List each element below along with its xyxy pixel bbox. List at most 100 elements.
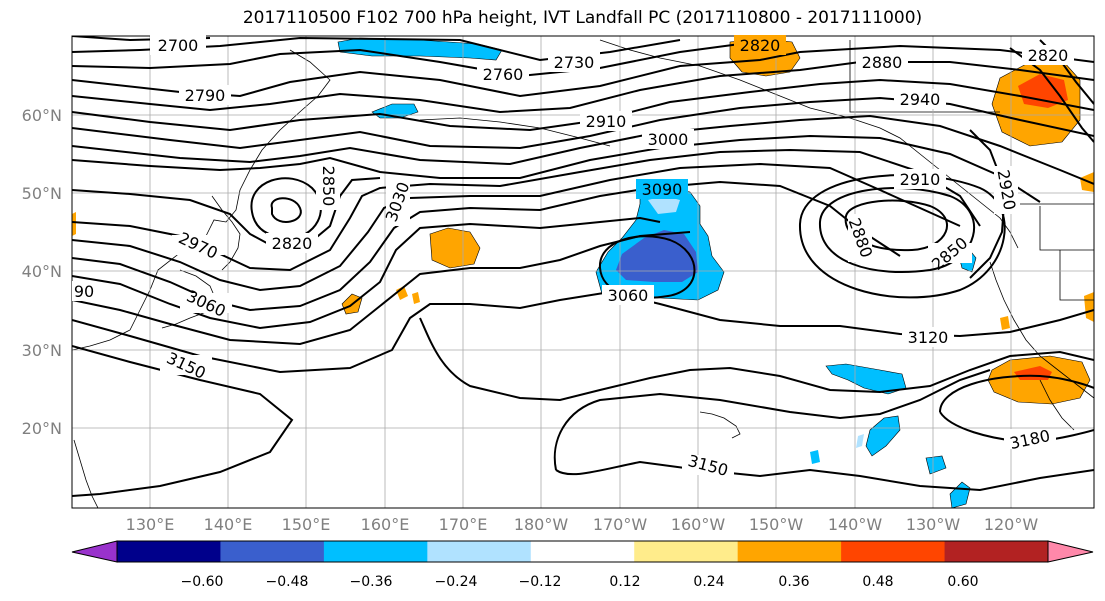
- contour-label-2910-e: 2910: [894, 169, 946, 189]
- contour-2910: [72, 114, 1094, 185]
- contour-label-3030: 3030: [382, 178, 413, 226]
- shade-orange-sw-coast: [1000, 316, 1010, 330]
- lon-label-120w: 120°W: [984, 515, 1039, 534]
- coast-asia-kamchatka: [72, 49, 331, 351]
- lon-label-140e: 140°E: [204, 515, 253, 534]
- lat-label-60n: 60°N: [22, 106, 62, 125]
- shade-lightblue-central: [648, 196, 680, 214]
- cb-tick-label: 0.36: [778, 574, 809, 590]
- cb-tick-label: −0.24: [435, 574, 478, 590]
- latitude-labels: 60°N 50°N 40°N 30°N 20°N: [22, 106, 62, 438]
- coast-baja: [1039, 379, 1075, 431]
- cb-tick-label: 0.48: [862, 574, 893, 590]
- svg-text:3090: 3090: [642, 180, 683, 199]
- svg-text:2910: 2910: [586, 112, 627, 131]
- lon-label-130e: 130°E: [126, 515, 175, 534]
- svg-text:3000: 3000: [648, 130, 689, 149]
- colorbar-segment: [220, 541, 325, 562]
- lon-label-170w: 170°W: [593, 515, 648, 534]
- contour-label-2910-n: 2910: [580, 111, 632, 131]
- svg-text:2880: 2880: [862, 53, 903, 72]
- cb-tick-label: −0.12: [519, 574, 562, 590]
- shade-blue-hawaii-e: [865, 415, 901, 457]
- svg-text:3120: 3120: [908, 328, 949, 347]
- lon-label-130w: 130°W: [906, 515, 961, 534]
- cb-tick-label: −0.60: [181, 574, 224, 590]
- colorbar-segment: [944, 541, 1049, 562]
- svg-text:2700: 2700: [158, 36, 199, 55]
- contour-label-2850-w: 2850: [316, 162, 340, 210]
- coast-hawaii: [699, 411, 741, 439]
- shade-orange-small3: [412, 292, 420, 304]
- coast-philippines: [73, 439, 99, 508]
- contour-label-2790: 2790: [179, 85, 231, 105]
- colorbar-extend-max: [1047, 540, 1094, 563]
- shade-lightblue-hawaii: [856, 434, 864, 448]
- lat-label-50n: 50°N: [22, 184, 62, 203]
- lat-label-40n: 40°N: [22, 262, 62, 281]
- cb-tick-label: 0.12: [609, 574, 640, 590]
- contour-label-90: 90: [72, 281, 96, 301]
- contour-label-2940: 2940: [894, 89, 946, 109]
- map-title: 2017110500 F102 700 hPa height, IVT Land…: [242, 8, 923, 28]
- graticule: [72, 36, 1094, 508]
- contour-label-2880-n: 2880: [856, 52, 908, 72]
- shade-blue-hawaii-s1: [810, 450, 820, 464]
- shade-red-ne: [1018, 74, 1068, 108]
- colorbar-segment: [737, 541, 842, 562]
- contour-3090: [72, 231, 691, 346]
- coastlines: [72, 39, 1094, 508]
- colorbar-segment: [427, 541, 532, 562]
- shade-orange-left-edge: [72, 212, 76, 236]
- contour-label-3090: 3090: [636, 179, 688, 199]
- colorbar-segment: [634, 541, 739, 562]
- plot-frame: [71, 35, 1095, 509]
- contour-label-3000: 3000: [642, 129, 694, 149]
- cb-tick-label: −0.36: [350, 574, 393, 590]
- coast-us-state2: [1059, 250, 1094, 301]
- contour-2760: [72, 43, 741, 78]
- contour-low-west-2: [250, 177, 322, 240]
- lat-label-30n: 30°N: [22, 341, 62, 360]
- lat-label-20n: 20°N: [22, 419, 62, 438]
- coast-sakhalin: [211, 195, 241, 271]
- contour-label-2820-n: 2820: [734, 35, 786, 55]
- contour-low-east-2: [818, 187, 976, 273]
- contour-3150-south: [553, 369, 991, 471]
- svg-text:2730: 2730: [554, 53, 595, 72]
- colorbar-segments: [116, 540, 1049, 563]
- contour-2820-a: [72, 61, 1094, 114]
- contour-label-2760: 2760: [477, 64, 529, 84]
- lon-label-150e: 150°E: [282, 515, 331, 534]
- coast-canada-border: [849, 40, 1000, 113]
- shade-blue-hawaii-n: [825, 363, 907, 395]
- coast-bc-westcoast: [989, 261, 1094, 399]
- cb-tick-label: −0.48: [266, 574, 309, 590]
- contour-low-west-inner: [270, 197, 302, 223]
- svg-text:2820: 2820: [272, 234, 313, 253]
- contour-low-east-3: [798, 174, 1006, 299]
- colorbar-segment: [117, 541, 221, 562]
- svg-text:90: 90: [74, 282, 94, 301]
- shade-orange-small2: [396, 286, 408, 300]
- lon-label-160e: 160°E: [361, 515, 410, 534]
- contour-label-3180: 3180: [1004, 426, 1056, 453]
- colorbar-segment: [841, 541, 946, 562]
- coast-us-state1: [1039, 206, 1094, 251]
- longitude-labels: 130°E 140°E 150°E 160°E 170°E 180°W 170°…: [126, 515, 1039, 534]
- coast-aleutian: [419, 117, 611, 147]
- contour-label-2880-e: 2880: [845, 214, 876, 262]
- svg-text:3060: 3060: [608, 286, 649, 305]
- svg-text:2850: 2850: [319, 166, 338, 207]
- contour-3150-south-b: [555, 460, 1094, 492]
- contour-2940: [72, 134, 1041, 203]
- colorbar-extend-min: [71, 540, 118, 563]
- lon-label-180w: 180°W: [514, 515, 569, 534]
- colorbar: −0.60 −0.48 −0.36 −0.24 −0.12 0.12 0.24 …: [71, 540, 1094, 590]
- contour-3150-central: [419, 317, 1094, 402]
- contour-label-2920: 2920: [994, 166, 1019, 214]
- shade-orange-170e: [429, 227, 481, 269]
- colorbar-segment: [530, 541, 635, 562]
- lon-label-150w: 150°W: [749, 515, 804, 534]
